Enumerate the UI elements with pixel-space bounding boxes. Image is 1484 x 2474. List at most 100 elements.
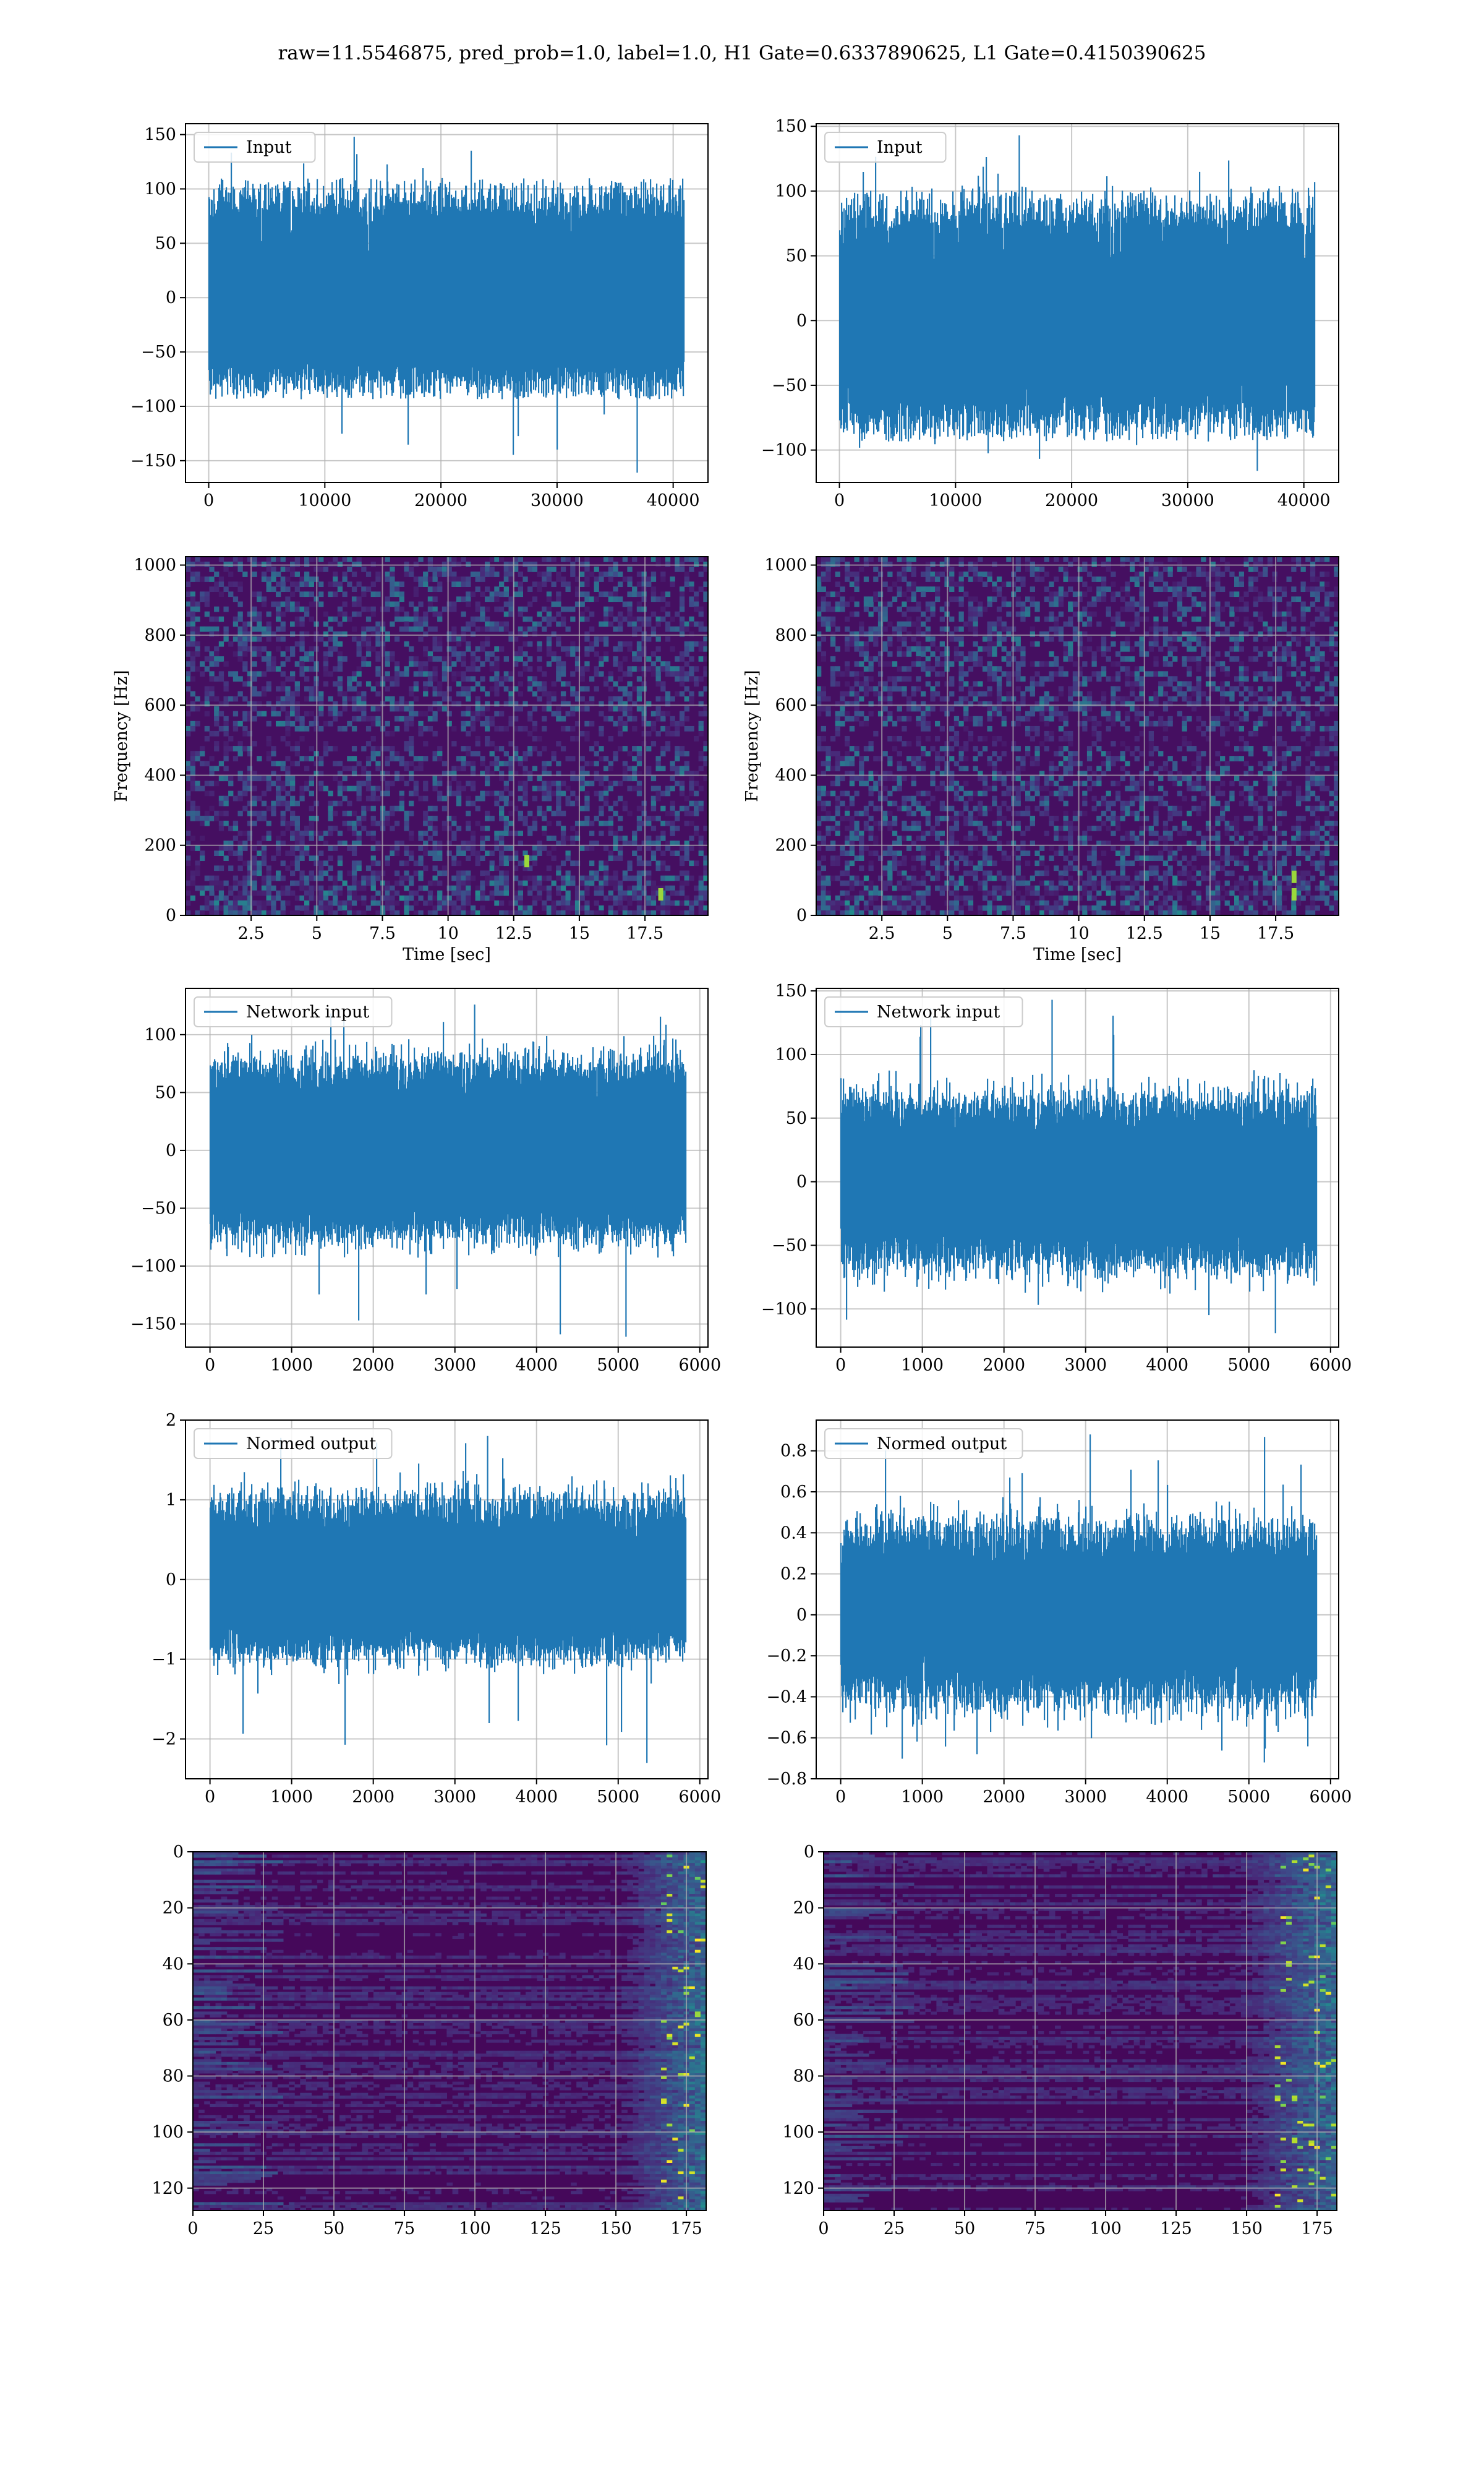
y-tick-label: 0: [796, 1606, 807, 1625]
y-tick-label: 100: [775, 1045, 807, 1064]
legend-label: Normed output: [877, 1434, 1007, 1453]
x-tick-label: 2.5: [869, 924, 895, 943]
y-tick-label: −0.4: [766, 1687, 807, 1706]
x-tick-label: 175: [670, 2219, 702, 2238]
y-tick-label: −150: [130, 1315, 176, 1334]
y-tick-label: 100: [144, 1025, 176, 1045]
y-tick-label: 0: [166, 906, 176, 925]
series-line: [208, 137, 685, 473]
y-tick-label: 600: [144, 696, 176, 715]
subplot-h1-input: 0 10000 20000 30000 40000 −150 −100 −50 0 50 100 15…: [130, 123, 709, 510]
legend: Network input: [194, 996, 393, 1027]
axes-frame: [192, 1851, 707, 2211]
bright-spot: [524, 855, 530, 868]
axes-frame: [816, 556, 1339, 916]
x-tick-label: 20000: [414, 491, 467, 510]
x-tick-label: 1000: [901, 1356, 944, 1375]
axes-frame: [823, 1851, 1337, 2211]
axes-frame: [816, 123, 1339, 483]
y-tick-label: 40: [793, 1954, 814, 1974]
x-tick-label: 40000: [1277, 491, 1331, 510]
x-tick-label: 2.5: [238, 924, 265, 943]
x-tick-label: 25: [253, 2219, 274, 2238]
x-tick-label: 15: [569, 924, 590, 943]
y-tick-label: 40: [163, 1954, 184, 1974]
bright-spot: [1291, 888, 1297, 901]
y-tick-label: 100: [775, 182, 807, 201]
x-axis-label: Time [sec]: [1033, 945, 1122, 964]
y-tick-label: 200: [144, 836, 176, 855]
y-tick-label: 120: [782, 2179, 814, 2198]
y-tick-label: 800: [775, 626, 807, 645]
axes-frame: [185, 988, 709, 1348]
x-tick-label: 75: [1025, 2219, 1046, 2238]
x-tick-label: 5000: [1227, 1787, 1270, 1807]
series-line: [840, 1434, 1318, 1763]
axes-frame: [185, 1419, 709, 1779]
y-tick-label: −1: [151, 1650, 176, 1669]
x-tick-label: 4000: [515, 1787, 558, 1807]
y-tick-label: −50: [772, 1236, 807, 1255]
x-tick-label: 5: [312, 924, 322, 943]
x-tick-label: 0: [834, 491, 845, 510]
axes-frame: [816, 1419, 1339, 1779]
x-tick-label: 4000: [1146, 1787, 1188, 1807]
x-tick-label: 100: [459, 2219, 491, 2238]
x-tick-label: 10000: [298, 491, 351, 510]
y-tick-label: 60: [163, 2011, 184, 2030]
x-tick-label: 125: [529, 2219, 561, 2238]
x-tick-label: 12.5: [495, 924, 532, 943]
y-tick-label: 1000: [764, 556, 807, 575]
x-tick-label: 7.5: [369, 924, 396, 943]
legend-box: [824, 996, 1023, 1027]
x-tick-label: 30000: [1161, 491, 1214, 510]
subplot-l1-normed-output: 0 1000 2000 3000 4000 5000 6000 −0.8 −0.6 −0.4 −0.…: [766, 1419, 1352, 1807]
series-line: [210, 1436, 687, 1763]
legend-box: [194, 996, 393, 1027]
subplot-h1-spectrogram: 2.5 5 7.5 10 12.5 15 17.5 0 200 400 600 800 1000 Time…: [112, 556, 709, 964]
y-tick-label: −150: [130, 452, 176, 471]
x-tick-label: 25: [884, 2219, 905, 2238]
x-tick-label: 5000: [1227, 1356, 1270, 1375]
y-tick-label: 2: [166, 1411, 176, 1430]
x-tick-label: 50: [954, 2219, 975, 2238]
x-tick-label: 0: [835, 1787, 846, 1807]
x-tick-label: 17.5: [1257, 924, 1294, 943]
y-axis-label: Frequency [Hz]: [743, 670, 762, 802]
y-tick-label: 400: [144, 766, 176, 785]
x-tick-label: 7.5: [1000, 924, 1026, 943]
y-tick-label: 50: [786, 1109, 807, 1128]
x-tick-label: 2000: [983, 1787, 1025, 1807]
x-tick-label: 10000: [929, 491, 982, 510]
heatmap-cells: [186, 557, 709, 916]
y-tick-label: 600: [775, 696, 807, 715]
x-tick-label: 4000: [515, 1356, 558, 1375]
x-tick-label: 6000: [678, 1787, 721, 1807]
x-tick-label: 150: [1230, 2219, 1263, 2238]
y-tick-label: 0: [166, 288, 176, 307]
y-tick-label: 120: [151, 2179, 184, 2198]
y-tick-label: 0: [796, 311, 807, 330]
legend-label: Network input: [877, 1003, 1000, 1022]
y-tick-label: 0: [173, 1843, 184, 1862]
x-tick-label: 10: [1068, 924, 1089, 943]
x-tick-label: 2000: [352, 1356, 394, 1375]
y-axis-label: Frequency [Hz]: [112, 670, 131, 802]
subplot-h1-normed-output: 0 1000 2000 3000 4000 5000 6000 −2 −1 0 1 2 Normed o…: [151, 1411, 721, 1807]
axes-frame: [185, 123, 709, 483]
x-tick-label: 5: [942, 924, 953, 943]
y-tick-label: 400: [775, 766, 807, 785]
series-line: [840, 999, 1318, 1333]
y-tick-label: 50: [786, 247, 807, 266]
y-tick-label: 20: [163, 1899, 184, 1918]
y-tick-label: −100: [130, 397, 176, 416]
x-tick-label: 1000: [270, 1787, 313, 1807]
y-tick-label: 50: [155, 1083, 176, 1102]
x-tick-label: 40000: [647, 491, 700, 510]
x-tick-label: 15: [1200, 924, 1221, 943]
bright-spot: [1291, 870, 1297, 883]
legend: Network input: [824, 996, 1023, 1027]
y-tick-label: 0: [166, 1570, 176, 1590]
y-tick-label: 150: [775, 117, 807, 136]
